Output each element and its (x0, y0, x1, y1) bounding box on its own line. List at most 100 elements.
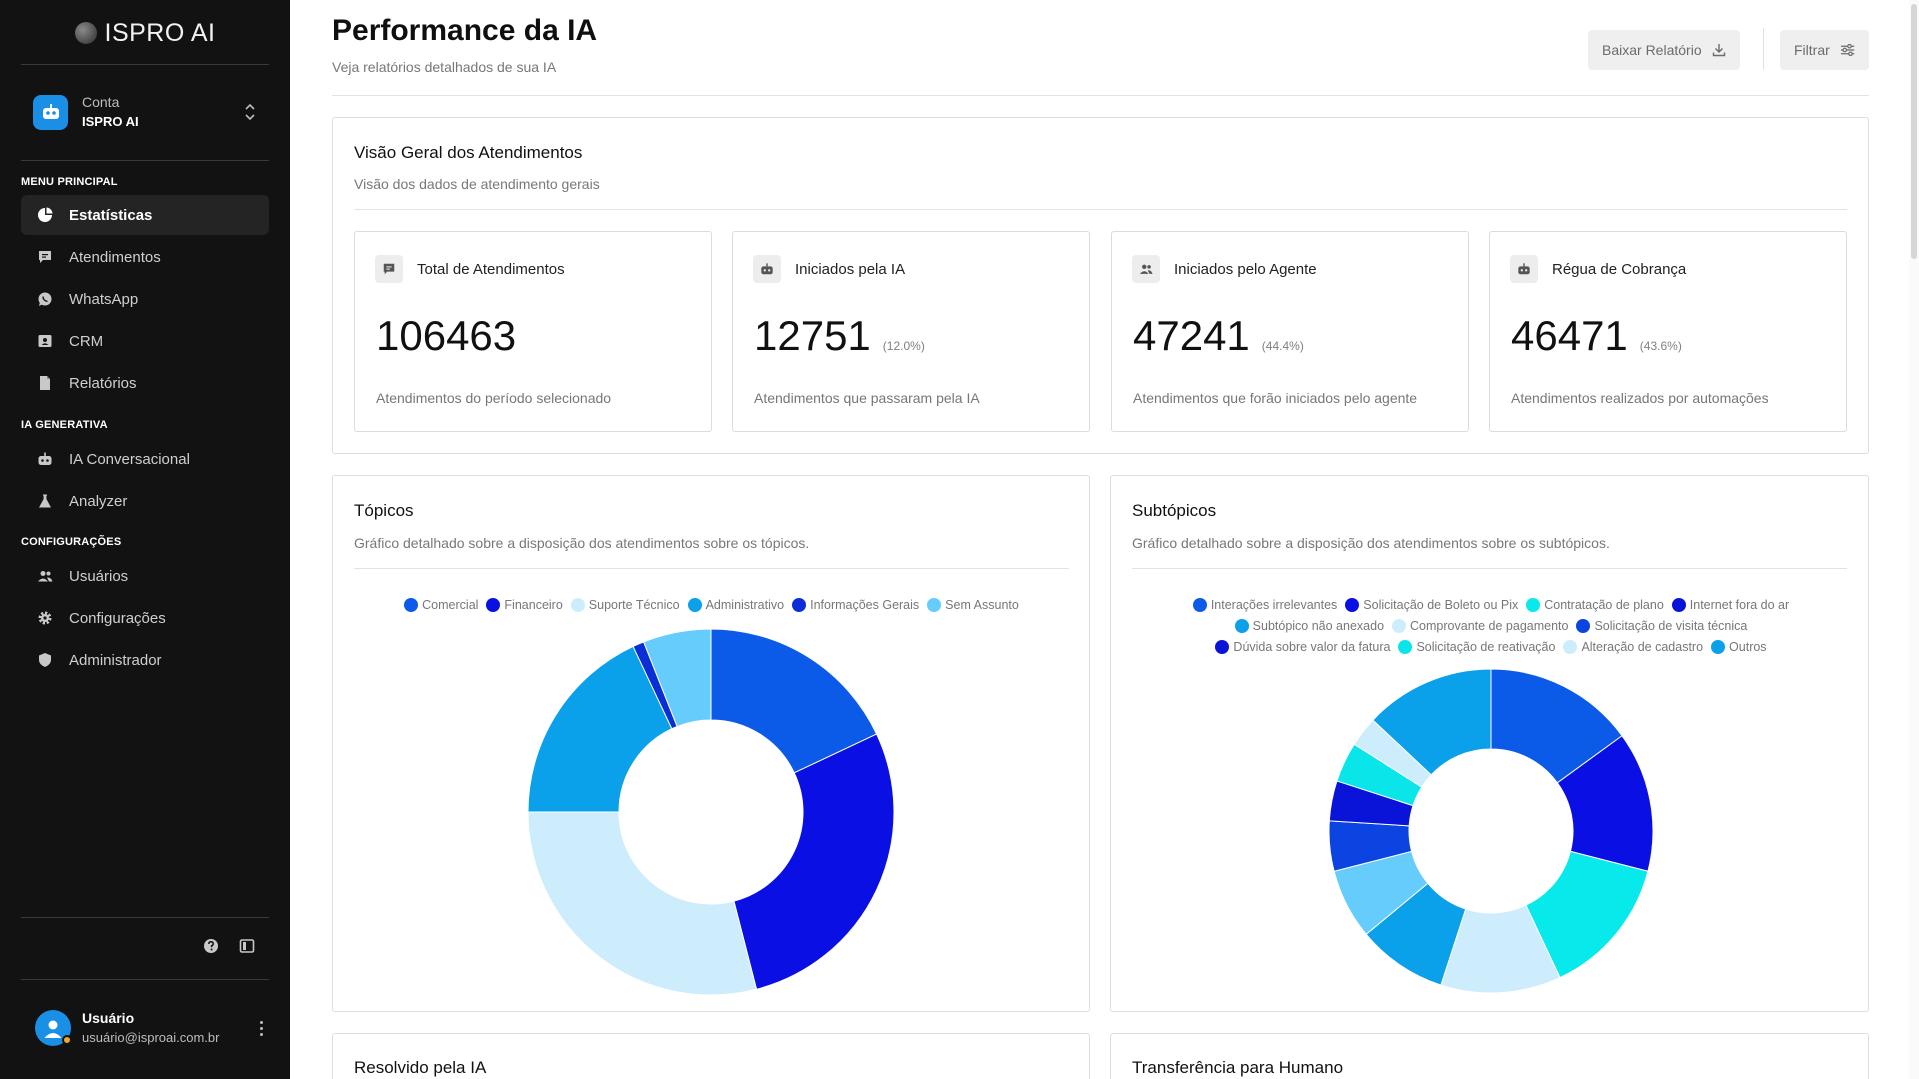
sidebar-divider (21, 160, 269, 161)
donut-slice-financeiro[interactable] (733, 733, 895, 990)
subtopics-title: Subtópicos (1132, 501, 1217, 520)
chat-icon (37, 249, 53, 265)
legend-item-informacoes-gerais[interactable]: Informações Gerais (792, 598, 919, 612)
sidebar-item-label: Relatórios (69, 374, 137, 392)
donut-slice-sem-assunto[interactable] (642, 628, 712, 728)
stat-percent: (43.6%) (1639, 339, 1682, 353)
users-icon (37, 568, 53, 584)
contact-card-icon (37, 333, 53, 349)
resolved-by-ia-title: Resolvido pela IA (354, 1058, 487, 1077)
donut-slice-outros[interactable] (1372, 668, 1492, 776)
sidebar-item-atendimentos[interactable]: Atendimentos (21, 237, 269, 277)
overview-divider (354, 209, 1847, 210)
overview-title: Visão Geral dos Atendimentos (354, 143, 583, 162)
sidebar-item-configuracoes[interactable]: Configurações (21, 598, 269, 638)
legend-swatch (1563, 640, 1578, 654)
legend-item-administrativo[interactable]: Administrativo (687, 598, 784, 612)
legend-label: Solicitação de reativação (1416, 640, 1556, 654)
legend-item-interacoes-irrelevantes[interactable]: Interações irrelevantes (1192, 598, 1337, 612)
robot-icon (33, 94, 68, 130)
sidebar-divider (21, 917, 269, 918)
logo: ISPRO AI (0, 16, 290, 50)
stat-percent: (44.4%) (1261, 339, 1304, 353)
donut-slice-comercial[interactable] (710, 628, 878, 774)
sidebar-divider (21, 979, 269, 980)
legend-swatch (927, 598, 942, 612)
stat-card-ia: Iniciados pela IA 12751 (12.0%) Atendime… (732, 231, 1090, 432)
legend-swatch (404, 598, 419, 612)
stat-label: Iniciados pela IA (795, 260, 906, 278)
stat-label: Total de Atendimentos (417, 260, 565, 278)
donut-slice-administrativo[interactable] (527, 645, 673, 813)
users-icon (1132, 255, 1160, 283)
legend-item-subtopico-nao-anexado[interactable]: Subtópico não anexado (1234, 619, 1384, 633)
user-profile[interactable]: Usuário usuário@isproai.com.br (35, 1004, 265, 1052)
header-divider (332, 95, 1869, 96)
status-dot (62, 1035, 72, 1045)
gear-icon (37, 610, 53, 626)
legend-swatch (1711, 640, 1726, 654)
chat-icon (375, 255, 403, 283)
sidebar-item-estatisticas[interactable]: Estatísticas (21, 195, 269, 235)
more-vertical-icon[interactable] (257, 1020, 265, 1036)
overview-subtitle: Visão dos dados de atendimento gerais (354, 176, 600, 192)
stat-label: Iniciados pelo Agente (1174, 260, 1317, 278)
legend-item-contratacao-de-plano[interactable]: Contratação de plano (1526, 598, 1664, 612)
human-transfer-title: Transferência para Humano (1132, 1058, 1344, 1077)
sidebar-item-whatsapp[interactable]: WhatsApp (21, 279, 269, 319)
legend-item-solicitacao-de-boleto-ou-pix[interactable]: Solicitação de Boleto ou Pix (1345, 598, 1518, 612)
page-scrollbar[interactable] (1909, 0, 1919, 1079)
legend-item-internet-fora-do-ar[interactable]: Internet fora do ar (1671, 598, 1789, 612)
legend-item-alteracao-de-cadastro[interactable]: Alteração de cadastro (1563, 640, 1703, 654)
sidebar-item-crm[interactable]: CRM (21, 321, 269, 361)
stat-description: Atendimentos do período selecionado (376, 390, 612, 406)
legend-item-financeiro[interactable]: Financeiro (486, 598, 563, 612)
chevron-up-down-icon[interactable] (243, 99, 257, 125)
legend-swatch (687, 598, 702, 612)
sidebar-item-usuarios[interactable]: Usuários (21, 556, 269, 596)
overview-card: Visão Geral dos Atendimentos Visão dos d… (332, 117, 1869, 454)
user-icon (44, 1020, 62, 1038)
legend-swatch (1215, 640, 1230, 654)
legend-item-solicitacao-de-visita-tecnica[interactable]: Solicitação de visita técnica (1576, 619, 1747, 633)
subtopics-donut-chart (1328, 668, 1654, 994)
legend-swatch (1526, 598, 1541, 612)
legend-item-comercial[interactable]: Comercial (404, 598, 478, 612)
subtopics-legend: Interações irrelevantes Solicitação de Bo… (1156, 598, 1826, 661)
stat-value: 47241 (1133, 312, 1250, 359)
download-icon (1712, 44, 1725, 57)
collapse-sidebar-icon[interactable] (239, 938, 255, 959)
stat-card-agente: Iniciados pelo Agente 47241 (44.4%) Aten… (1111, 231, 1469, 432)
sidebar-item-label: Configurações (69, 609, 166, 627)
legend-item-solicitacao-de-reativacao[interactable]: Solicitação de reativação (1398, 640, 1555, 654)
resolved-by-ia-card: Resolvido pela IA (332, 1033, 1090, 1079)
sidebar-item-relatorios[interactable]: Relatórios (21, 363, 269, 403)
legend-label: Informações Gerais (810, 598, 920, 612)
legend-label: Solicitação de visita técnica (1594, 619, 1748, 633)
account-switcher[interactable]: Conta ISPRO AI (21, 88, 269, 136)
sidebar-item-analyzer[interactable]: Analyzer (21, 481, 269, 521)
legend-item-comprovante-de-pagamento[interactable]: Comprovante de pagamento (1392, 619, 1568, 633)
scrollbar-thumb[interactable] (1911, 4, 1917, 259)
legend-swatch (1576, 619, 1591, 633)
page-subtitle: Veja relatórios detalhados de sua IA (332, 59, 557, 75)
legend-item-suporte-tecnico[interactable]: Suporte Técnico (570, 598, 680, 612)
legend-swatch (1392, 619, 1407, 633)
legend-label: Comprovante de pagamento (1410, 619, 1569, 633)
account-label: Conta (82, 94, 120, 110)
sliders-icon (1840, 43, 1855, 57)
help-icon[interactable] (203, 938, 219, 959)
download-report-button[interactable]: Baixar Relatório (1588, 30, 1740, 70)
legend-swatch (792, 598, 807, 612)
donut-slice-suporte-tecnico[interactable] (527, 811, 758, 996)
topics-title: Tópicos (354, 501, 414, 520)
robot-icon (1510, 255, 1538, 283)
legend-item-sem-assunto[interactable]: Sem Assunto (927, 598, 1019, 612)
legend-item-duvida-sobre-valor-da-fatura[interactable]: Dúvida sobre valor da fatura (1215, 640, 1390, 654)
filter-label: Filtrar (1794, 42, 1830, 58)
legend-item-outros[interactable]: Outros (1711, 640, 1767, 654)
section-title-menu-principal: MENU PRINCIPAL (21, 176, 118, 188)
sidebar-item-ia-conversacional[interactable]: IA Conversacional (21, 439, 269, 479)
sidebar-item-administrador[interactable]: Administrador (21, 640, 269, 680)
filter-button[interactable]: Filtrar (1780, 30, 1869, 70)
